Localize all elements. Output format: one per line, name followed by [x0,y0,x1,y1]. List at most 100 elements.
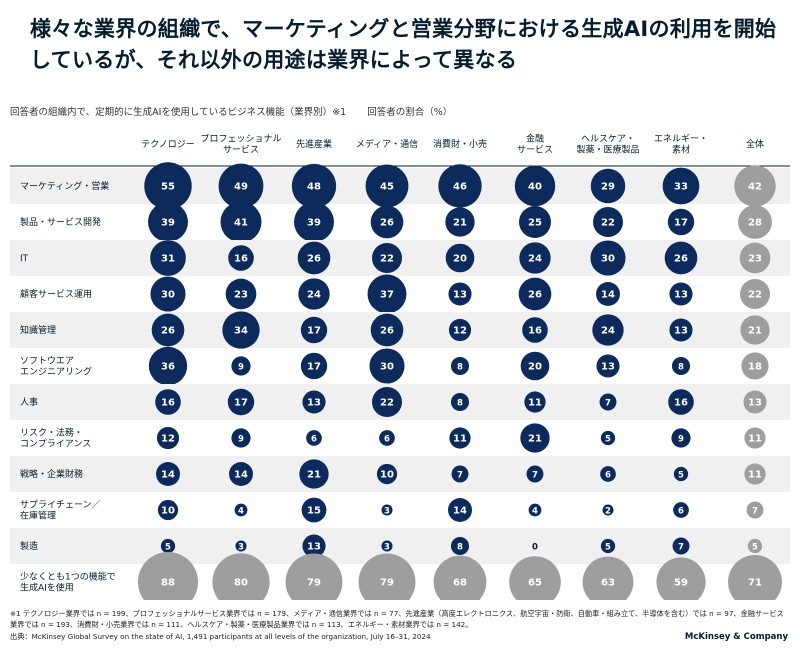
value-label: 80 [234,578,248,589]
value-bubble [371,242,403,274]
value-label: 71 [748,578,762,589]
value-bubble [235,540,247,552]
value-label: 39 [161,218,175,229]
value-bubble [370,205,404,239]
value-bubble [449,427,471,449]
value-label: 16 [528,326,542,337]
value-label: 18 [748,362,762,373]
brand-logo: McKinsey & Company [684,632,788,642]
value-label: 41 [234,218,248,229]
value-bubble [297,241,331,275]
value-label: 79 [380,578,394,589]
value-bubble [592,314,624,346]
value-bubble [528,503,542,517]
value-label: 42 [748,182,762,193]
value-label: 26 [528,290,542,301]
value-label: 68 [453,578,467,589]
value-bubble [747,538,763,554]
value-label: 14 [161,470,175,481]
value-label: 16 [674,398,688,409]
value-label: 5 [605,543,611,553]
value-label: 13 [307,542,321,553]
value-label: 55 [161,182,175,193]
value-label: 12 [161,434,175,445]
page-title: 様々な業界の組織で、マーケティングと営業分野における生成AIの利用を開始している… [30,17,777,72]
value-label: 9 [238,363,244,373]
value-label: 48 [307,182,321,193]
value-bubble [291,163,337,209]
column-header: 先進産業 [296,138,332,150]
value-bubble [156,462,180,486]
value-label: 14 [453,506,467,517]
value-bubble [433,555,487,600]
value-label: 46 [453,182,467,193]
value-bubble [376,463,398,485]
value-label: 88 [161,578,175,589]
value-bubble [509,556,561,600]
value-label: 15 [307,506,321,517]
value-label: 5 [678,471,684,481]
value-label: 20 [528,362,542,373]
value-label: 21 [528,434,542,445]
value-bubble [592,206,624,238]
value-label: 30 [380,362,394,373]
value-bubble [450,356,470,376]
value-bubble [673,466,689,482]
value-label: 3 [384,507,390,517]
value-label: 65 [528,578,542,589]
value-bubble [451,465,469,483]
value-bubble [212,553,270,600]
value-bubble [302,534,326,558]
row-label: ソフトウエアエンジニアリング [20,356,92,378]
row-label: サプライチェーン／在庫管理 [20,500,101,522]
value-label: 7 [678,543,684,553]
column-header: 全体 [746,138,764,150]
value-label: 2 [605,507,611,517]
value-label: 24 [307,290,321,301]
value-bubble [371,386,403,418]
value-label: 11 [748,434,762,445]
row-label: マーケティング・営業 [20,180,109,192]
value-bubble [673,502,689,518]
value-bubble [231,428,251,448]
value-bubble [744,427,766,449]
value-label: 7 [532,471,538,481]
value-bubble [228,245,254,271]
value-label: 28 [748,218,762,229]
value-label: 13 [453,290,467,301]
value-label: 24 [601,326,615,337]
value-label: 13 [601,362,615,373]
value-bubble [519,242,551,274]
value-bubble [302,390,326,414]
value-label: 21 [748,326,762,337]
row-label: 戦略・企業財務 [20,468,83,480]
value-bubble [148,202,188,242]
value-bubble [520,423,550,453]
value-bubble [300,352,328,380]
value-bubble [148,346,188,386]
value-bubble [739,278,771,310]
column-header: メディア・通信 [356,138,418,150]
value-label: 5 [605,435,611,445]
value-label: 13 [674,290,688,301]
value-bubble [438,164,482,208]
value-label: 59 [674,578,688,589]
column-header: エネルギー・素材 [654,134,708,156]
value-label: 22 [601,218,615,229]
value-bubble [728,555,782,600]
value-bubble [300,316,328,344]
value-label: 9 [238,435,244,445]
value-bubble [602,504,614,516]
value-bubble [519,206,551,238]
value-label: 6 [678,507,684,517]
value-bubble [445,243,475,273]
value-bubble [671,428,691,448]
value-label: 16 [234,254,248,265]
value-label: 22 [380,254,394,265]
value-label: 11 [748,470,762,481]
value-bubble [672,537,690,555]
value-label: 6 [605,471,611,481]
value-bubble [137,551,199,600]
value-bubble [450,536,470,556]
